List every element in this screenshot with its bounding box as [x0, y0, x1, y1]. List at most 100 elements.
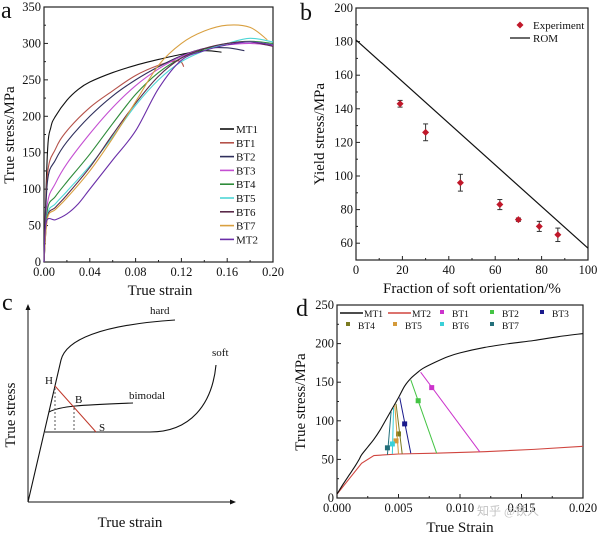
panel-a-ytick-label: 350: [22, 0, 41, 14]
panel-d-ytick-label: 150: [315, 375, 334, 389]
panel-b-xtick-label: 60: [489, 263, 502, 277]
panel-c-y-arrow-icon: [25, 304, 31, 310]
panel-b-xlabel: Fraction of soft orientation/%: [383, 281, 561, 297]
panel-label-d: d: [296, 296, 308, 322]
panel-d-marker-bt2: [415, 398, 421, 404]
panel-b-data-point: [496, 201, 504, 209]
panel-a-legend-label: BT4: [236, 179, 256, 191]
panel-c-point-s: S: [99, 422, 105, 434]
panel-b-xtick-label: 40: [443, 263, 456, 277]
panel-c-ylabel: True stress: [3, 382, 19, 447]
panel-d-legend-swatch-bt3: [540, 310, 544, 314]
panel-c: hard soft bimodal H B S: [25, 304, 236, 505]
panel-a-series-bt2: [43, 46, 245, 263]
panel-b-xtick-label: 20: [396, 263, 409, 277]
panel-a-ytick-label: 150: [22, 146, 41, 160]
panel-a-ytick-label: 250: [22, 73, 41, 87]
panel-d-legend-label: BT5: [405, 322, 422, 332]
panel-label-a: a: [1, 0, 12, 24]
panel-b-xtick-label: 100: [579, 263, 598, 277]
panel-b-ylabel: Yield stress/MPa: [312, 83, 328, 185]
panel-b-plot-frame: [355, 7, 589, 261]
panel-c-x-arrow-icon: [230, 499, 236, 505]
panel-d-marker-bt3: [402, 421, 408, 427]
panel-a-ytick-label: 300: [22, 36, 41, 50]
panel-d-ytick-label: 200: [315, 337, 334, 351]
panel-label-b: b: [300, 0, 312, 26]
panel-b-ytick-label: 140: [334, 102, 353, 116]
panel-c-curve-hard: [27, 319, 176, 503]
panel-c-label-bimodal: bimodal: [129, 390, 165, 402]
panel-a-ylabel: True stress/MPa: [2, 86, 18, 184]
panel-b-legend-marker-experiment: [516, 21, 524, 29]
panel-d-plot-frame: [336, 304, 584, 499]
panel-a-xtick-label: 0.00: [33, 265, 55, 279]
panel-d-ytick-label: 0: [328, 491, 334, 505]
panel-d-legend-label: BT7: [502, 322, 519, 332]
panel-d-line-bt6: [391, 407, 395, 455]
panel-d-line-bt5: [394, 405, 399, 455]
watermark: 知乎 @铁人: [477, 504, 539, 518]
panel-a-legend-label: BT2: [236, 152, 256, 164]
panel-d-series-mt1: [336, 333, 584, 495]
panel-d-legend-label: BT6: [452, 322, 469, 332]
panel-d-legend-label: MT1: [364, 310, 383, 320]
panel-b-legend-label: Experiment: [533, 20, 584, 32]
panel-c-label-hard: hard: [150, 305, 170, 317]
panel-a-ytick-label: 0: [35, 255, 41, 269]
panel-b-data-point: [422, 128, 430, 136]
panel-a-legend-label: BT7: [236, 221, 256, 233]
panel-a-xtick-label: 0.16: [216, 265, 238, 279]
panel-d-ytick-label: 100: [315, 414, 334, 428]
panel-c-curve-soft: [45, 364, 217, 433]
panel-a-series-mt1: [43, 50, 222, 263]
panel-d-xtick-label: 0.010: [446, 501, 474, 515]
panel-b-ytick-label: 180: [334, 35, 353, 49]
panel-b-legend-label: ROM: [533, 33, 558, 45]
panel-d-marker-bt6: [389, 441, 395, 447]
panel-d-line-bt4: [395, 403, 403, 455]
panel-b: 0 20 40 60 80 100 60 80 100 120 140 160 180 200 Experi…: [334, 1, 597, 277]
panel-b-data-point: [396, 100, 404, 108]
panel-c-curve-bimodal: [48, 402, 134, 413]
panel-d-legend-label: BT2: [502, 310, 519, 320]
panel-c-point-b: B: [75, 394, 82, 406]
panel-a-legend-label: BT1: [236, 138, 256, 150]
panel-d-legend-swatch-bt7: [490, 322, 494, 326]
panel-d-xtick-label: 0.000: [323, 501, 351, 515]
panel-a-legend-label: BT5: [236, 193, 256, 205]
panel-d-xtick-label: 0.015: [507, 501, 535, 515]
panel-c-point-h: H: [45, 375, 53, 387]
panel-d-legend-swatch-bt6: [440, 322, 444, 326]
panel-b-ytick-label: 80: [341, 203, 354, 217]
panel-d-xtick-label: 0.005: [384, 501, 412, 515]
panel-c-xlabel: True strain: [98, 515, 163, 531]
panel-d-legend-label: MT2: [412, 310, 431, 320]
panel-a-series-mt2: [43, 41, 274, 263]
panel-b-ytick-label: 200: [334, 1, 353, 15]
panel-d-legend-label: BT1: [452, 310, 469, 320]
panel-d-legend-swatch-bt1: [440, 310, 444, 314]
panel-a-ytick-label: 50: [29, 219, 42, 233]
panel-d-legend-swatch-bt2: [490, 310, 494, 314]
panel-a-xtick-label: 0.12: [170, 265, 192, 279]
panel-a-xtick-label: 0.08: [125, 265, 147, 279]
panel-b-data-point: [514, 216, 522, 224]
panel-b-rom-line: [355, 39, 589, 249]
panel-d-marker-bt5: [393, 438, 399, 444]
panel-a-legend-label: BT3: [236, 165, 256, 177]
panel-b-ytick-label: 160: [334, 68, 353, 82]
panel-d-legend-label: BT3: [552, 310, 569, 320]
panel-b-ytick-label: 60: [341, 236, 354, 250]
panel-d-legend-swatch-bt5: [393, 322, 397, 326]
panel-b-ytick-label: 120: [334, 135, 353, 149]
panel-a-series-bt1: [43, 60, 185, 263]
panel-d-ytick-label: 250: [315, 298, 334, 312]
panel-d-marker-bt4: [396, 431, 401, 437]
panel-label-c: c: [2, 290, 13, 316]
panel-a-xtick-label: 0.04: [79, 265, 102, 279]
panel-a-legend-label: MT2: [236, 234, 258, 246]
panel-d-xtick-label: 0.020: [569, 501, 597, 515]
panel-d-ylabel: True stress/MPa: [293, 353, 309, 451]
panel-c-mixing-line: [54, 385, 97, 433]
